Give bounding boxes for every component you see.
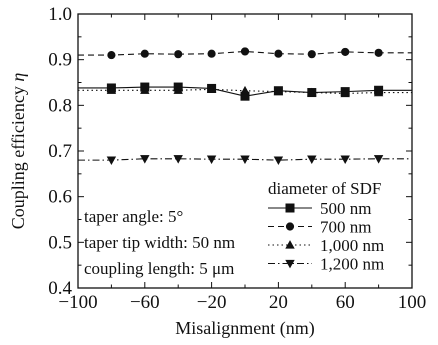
- annotation-taper-angle: taper angle: 5°: [84, 207, 183, 226]
- data-point: [173, 85, 183, 94]
- series-markers: [106, 47, 384, 165]
- data-point: [106, 156, 117, 165]
- data-point: [240, 155, 250, 165]
- data-point: [274, 49, 283, 58]
- x-tick-label: −20: [197, 292, 227, 313]
- data-point: [341, 47, 350, 56]
- x-tick-label: 100: [398, 292, 427, 313]
- data-point: [307, 155, 317, 165]
- y-tick-label: 0.5: [48, 232, 72, 253]
- annotation-taper-tip-width: taper tip width: 50 nm: [84, 233, 235, 252]
- data-point: [273, 86, 284, 96]
- y-tick-label: 1.0: [48, 4, 72, 25]
- y-axis-label-symbol: η: [8, 73, 28, 82]
- data-point: [374, 48, 383, 57]
- data-point: [206, 155, 217, 165]
- data-point: [340, 88, 350, 98]
- y-tick-labels: 0.4 0.5 0.6 0.7 0.8 0.9 1.0: [48, 4, 72, 299]
- data-point: [206, 84, 217, 94]
- series-line-3: [78, 158, 412, 161]
- y-tick-label: 0.8: [48, 95, 72, 116]
- data-point: [207, 49, 216, 58]
- legend-marker: [285, 222, 295, 231]
- legend-label: 500 nm: [320, 199, 371, 218]
- legend-marker: [285, 240, 295, 249]
- data-point: [106, 85, 117, 94]
- data-point: [240, 85, 250, 95]
- data-point: [173, 155, 183, 164]
- data-point: [373, 87, 384, 97]
- x-tick-label: 60: [336, 292, 355, 313]
- legend-label: 1,000 nm: [320, 236, 384, 255]
- series-line-1: [78, 50, 412, 56]
- data-point: [373, 155, 384, 164]
- x-axis-label: Misalignment (nm): [175, 318, 314, 339]
- x-tick-label: −100: [58, 292, 97, 313]
- data-point: [307, 50, 316, 59]
- data-point: [307, 87, 317, 97]
- data-point: [140, 85, 150, 94]
- x-tick-labels: −100 −60 −20 20 60 100: [58, 292, 426, 313]
- y-tick-label: 0.6: [48, 187, 72, 208]
- legend-marker: [285, 203, 295, 213]
- data-point: [140, 155, 150, 164]
- legend-label: 1,200 nm: [320, 255, 384, 274]
- data-point: [174, 50, 183, 59]
- x-tick-label: −60: [130, 292, 160, 313]
- annotation-coupling-length: coupling length: 5 μm: [84, 259, 234, 278]
- legend-marker: [285, 259, 295, 269]
- data-point: [240, 47, 250, 56]
- data-point: [107, 51, 116, 60]
- axis-ticks: [77, 13, 413, 289]
- y-tick-label: 0.4: [48, 278, 72, 299]
- y-axis-label-text: Coupling efficiency: [8, 82, 28, 230]
- parameter-annotations: taper angle: 5° taper tip width: 50 nm c…: [84, 207, 235, 278]
- y-tick-label: 0.7: [48, 141, 72, 162]
- legend-label: 700 nm: [320, 218, 371, 237]
- x-tick-label: 20: [269, 292, 288, 313]
- y-axis-label: Coupling efficiency η: [8, 73, 28, 230]
- data-point: [140, 49, 149, 58]
- data-point: [273, 156, 284, 165]
- legend-title: diameter of SDF: [268, 179, 381, 198]
- data-point: [340, 155, 350, 165]
- y-tick-label: 0.9: [48, 50, 72, 71]
